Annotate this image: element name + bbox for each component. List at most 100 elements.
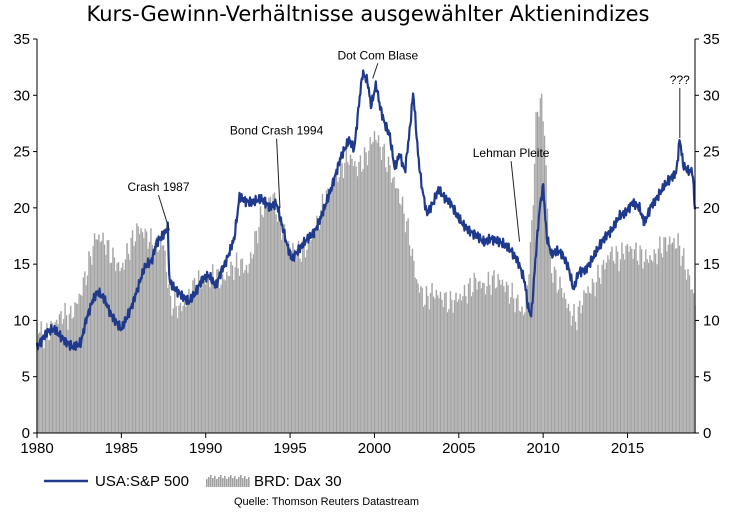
dax-bar — [218, 287, 221, 434]
x-tick-label: 1995 — [273, 440, 306, 457]
dax-bar — [262, 217, 265, 434]
dax-bar — [43, 347, 45, 434]
dax-bar — [668, 236, 671, 434]
dax-bar — [124, 259, 127, 434]
dax-bar — [216, 269, 218, 434]
annotation-leader — [276, 138, 281, 208]
dax-bar — [168, 283, 171, 434]
dax-bar — [353, 160, 356, 434]
dax-bar — [403, 213, 405, 434]
dax-bar — [186, 299, 189, 434]
y-tick-label-right: 20 — [703, 200, 720, 217]
dax-bar — [460, 300, 463, 434]
dax-bar — [657, 248, 660, 434]
dax-bar — [52, 330, 55, 434]
dax-bar — [462, 295, 464, 434]
dax-bar — [383, 143, 386, 434]
dax-bar — [552, 282, 554, 434]
dax-bar — [598, 277, 601, 434]
dax-bar — [664, 237, 667, 434]
dax-bar — [417, 283, 419, 434]
legend-swatch-bar — [216, 479, 218, 487]
dax-bar — [204, 284, 207, 434]
dax-bar — [568, 311, 571, 434]
dax-bar — [148, 241, 151, 434]
dax-bar — [486, 285, 488, 434]
dax-bar — [543, 135, 546, 434]
dax-bar — [606, 255, 609, 434]
dax-bar — [480, 288, 483, 434]
annotation-label: Lehman Pleite — [473, 146, 550, 160]
axes-layer — [36, 39, 696, 434]
dax-bar — [306, 249, 308, 434]
dax-bar — [372, 141, 374, 434]
dax-bar — [114, 270, 117, 434]
dax-bar — [380, 159, 383, 434]
dax-bar — [367, 150, 370, 434]
dax-bar — [275, 214, 277, 434]
dax-bar — [263, 198, 266, 434]
dax-bar — [68, 313, 71, 434]
legend-swatch-bar — [246, 479, 248, 487]
dax-bar — [321, 193, 324, 434]
annotation-leader — [372, 63, 379, 79]
dax-bar — [225, 271, 228, 434]
dax-bar — [41, 334, 44, 434]
dax-bar — [476, 289, 478, 434]
dax-bar — [570, 325, 573, 434]
dax-bar — [531, 220, 533, 434]
dax-bar — [484, 294, 487, 434]
dax-bar — [286, 246, 289, 434]
dax-bar — [352, 165, 355, 434]
dax-bar — [687, 268, 689, 434]
sp500-line-layer — [35, 69, 697, 351]
dax-bar — [500, 284, 502, 434]
dax-bar — [248, 263, 251, 434]
dax-bar — [390, 182, 393, 434]
dax-bar — [78, 293, 81, 434]
dax-bar — [616, 251, 619, 434]
dax-bar — [418, 292, 421, 434]
dax-bar — [232, 279, 235, 434]
dax-bar — [386, 171, 388, 434]
dax-bar — [493, 270, 495, 434]
dax-bar — [359, 155, 362, 434]
legend-label-sp500: USA:S&P 500 — [95, 473, 189, 490]
dax-bar — [512, 298, 515, 434]
sp500-line — [35, 69, 697, 351]
dax-bar — [632, 258, 635, 434]
dax-bar — [196, 285, 199, 434]
dax-bar — [401, 196, 404, 434]
legend-swatch-bar — [238, 477, 240, 487]
dax-bar — [654, 253, 657, 434]
dax-bar — [396, 188, 398, 434]
y-tick-label-left: 0 — [22, 425, 30, 442]
dax-bar — [609, 251, 612, 434]
dax-bar — [110, 262, 113, 434]
dax-bar — [339, 156, 342, 434]
dax-bar — [688, 274, 691, 434]
y-tick-label-left: 15 — [13, 256, 30, 273]
dax-bar — [639, 245, 642, 434]
dax-bar — [50, 320, 52, 434]
dax-bar — [102, 232, 104, 434]
dax-bar — [106, 239, 109, 434]
dax-bar — [412, 260, 415, 434]
dax-bar — [377, 135, 380, 434]
dax-bar — [646, 259, 649, 434]
dax-bar — [273, 192, 276, 434]
dax-bar — [93, 233, 96, 434]
legend: USA:S&P 500 BRD: Dax 30 — [44, 473, 342, 490]
dax-bar — [169, 295, 172, 434]
dax-bar — [79, 294, 82, 434]
dax-bar — [71, 318, 74, 434]
dax-bar — [209, 287, 211, 434]
dax-bar — [135, 223, 138, 434]
dax-bar — [671, 242, 674, 434]
dax-bar — [374, 139, 377, 434]
dax-bar — [112, 247, 114, 434]
dax-bar — [45, 323, 48, 434]
dax-bar — [202, 278, 204, 434]
y-tick-label-right: 30 — [703, 87, 720, 104]
dax-bar — [422, 306, 425, 434]
